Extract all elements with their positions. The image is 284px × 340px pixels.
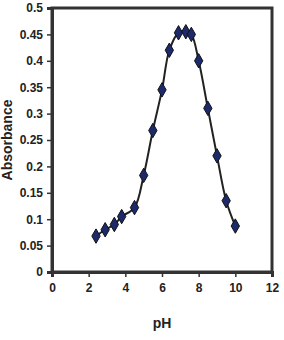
data-line bbox=[96, 32, 235, 237]
tick: 0 bbox=[49, 272, 56, 295]
tick-label: 0.35 bbox=[20, 81, 44, 95]
tick-label: 12 bbox=[266, 281, 280, 295]
series bbox=[92, 25, 240, 244]
tick-label: 0.15 bbox=[20, 186, 44, 200]
tick-label: 0 bbox=[49, 281, 56, 295]
tick: 0.2 bbox=[26, 160, 52, 174]
tick: 4 bbox=[122, 272, 129, 295]
tick: 0 bbox=[36, 265, 52, 279]
x-axis: 0 2 4 6 8 10 12 bbox=[49, 272, 279, 295]
data-point bbox=[187, 27, 195, 41]
x-axis-title: pH bbox=[153, 315, 172, 331]
data-point bbox=[92, 229, 100, 243]
data-point bbox=[222, 194, 230, 208]
data-point bbox=[204, 101, 212, 115]
data-point bbox=[195, 54, 203, 68]
tick-label: 4 bbox=[122, 281, 129, 295]
y-axis-title: Absorbance bbox=[0, 99, 15, 180]
tick: 0.4 bbox=[26, 54, 52, 68]
data-point bbox=[118, 209, 126, 223]
tick-label: 0.25 bbox=[20, 133, 44, 147]
y-axis: 0 0.05 0.1 0.15 0.2 0.25 0.3 0.35 0.4 0.45 0.5 bbox=[20, 1, 53, 279]
plot-frame bbox=[52, 8, 272, 272]
data-point bbox=[140, 168, 148, 182]
tick-label: 0.3 bbox=[26, 107, 43, 121]
tick-label: 8 bbox=[196, 281, 203, 295]
tick-label: 0.45 bbox=[20, 28, 44, 42]
chart: 0 2 4 6 8 10 12 0 0.05 0.1 0.15 0.2 0.25 0.3 0.35 0.4 0.… bbox=[0, 0, 284, 340]
tick-label: 0.1 bbox=[26, 213, 43, 227]
tick: 0.45 bbox=[20, 28, 52, 42]
tick-label: 0.5 bbox=[26, 1, 43, 15]
tick: 2 bbox=[86, 272, 93, 295]
data-point bbox=[158, 83, 166, 97]
data-point bbox=[174, 26, 182, 40]
data-point bbox=[165, 43, 173, 57]
data-point bbox=[110, 217, 118, 231]
tick: 0.3 bbox=[26, 107, 52, 121]
data-point bbox=[130, 200, 138, 214]
tick-label: 0.05 bbox=[20, 239, 44, 253]
tick-label: 0 bbox=[36, 265, 43, 279]
tick: 8 bbox=[196, 272, 203, 295]
data-point bbox=[101, 223, 109, 237]
tick-label: 0.2 bbox=[26, 160, 43, 174]
data-point bbox=[213, 149, 221, 163]
tick: 0.35 bbox=[20, 81, 52, 95]
tick: 0.1 bbox=[26, 213, 52, 227]
tick-label: 10 bbox=[229, 281, 243, 295]
data-point bbox=[231, 219, 239, 233]
plot: 0 2 4 6 8 10 12 0 0.05 0.1 0.15 0.2 0.25 0.3 0.35 0.4 0.… bbox=[20, 1, 280, 294]
tick-label: 0.4 bbox=[26, 54, 43, 68]
tick: 0.05 bbox=[20, 239, 52, 253]
data-point bbox=[149, 123, 157, 137]
tick: 6 bbox=[159, 272, 166, 295]
tick: 0.5 bbox=[26, 1, 52, 15]
tick: 0.25 bbox=[20, 133, 52, 147]
tick-label: 6 bbox=[159, 281, 166, 295]
tick: 12 bbox=[266, 272, 280, 295]
tick: 0.15 bbox=[20, 186, 52, 200]
tick-label: 2 bbox=[86, 281, 93, 295]
tick: 10 bbox=[229, 272, 243, 295]
